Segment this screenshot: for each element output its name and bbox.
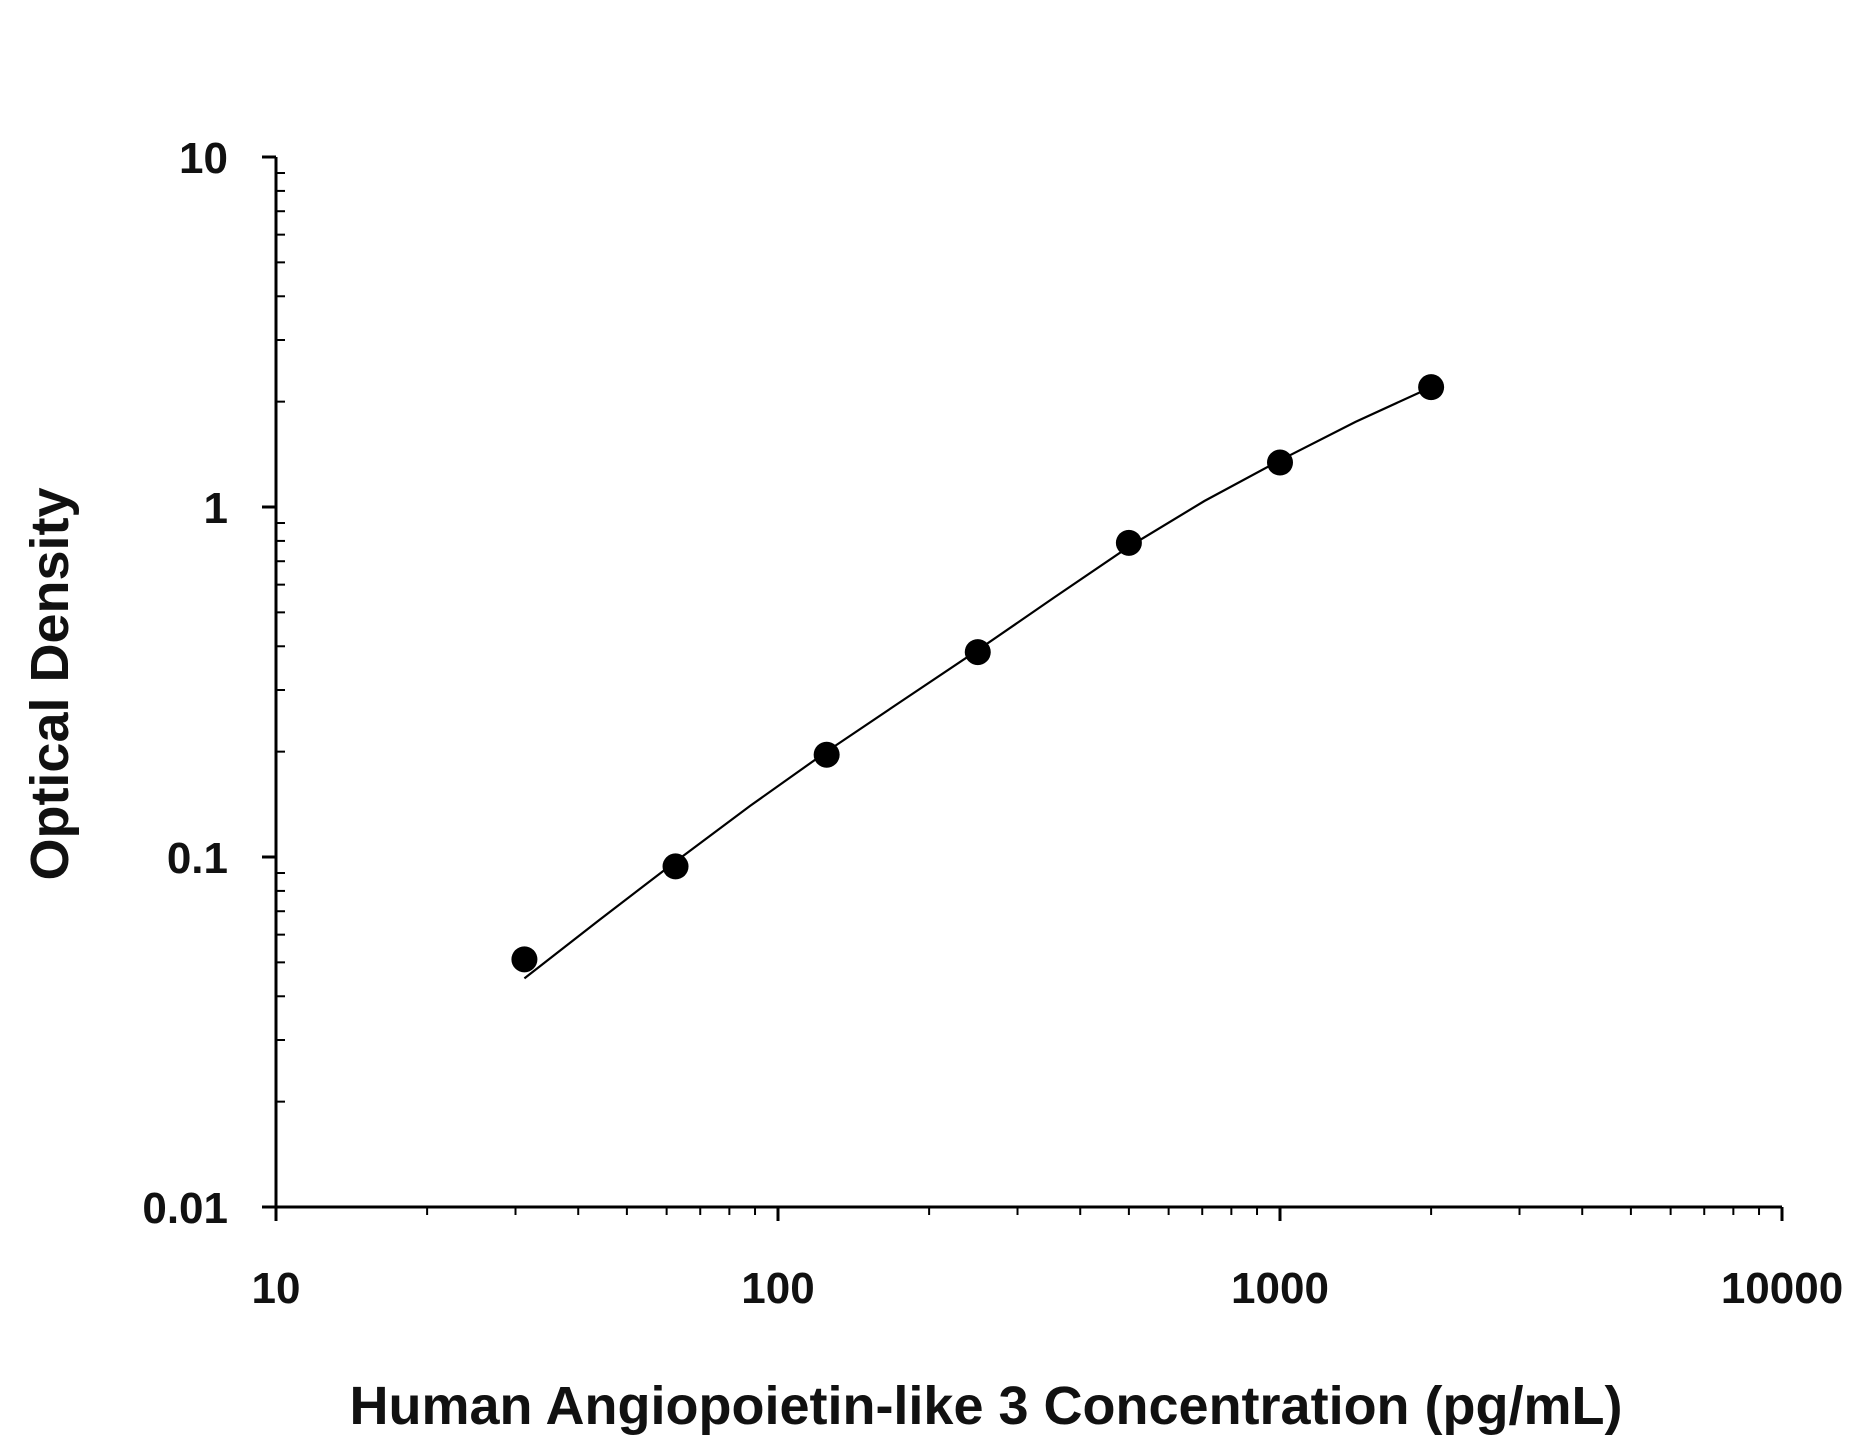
y-tick-label: 10 — [179, 134, 228, 183]
data-point — [1267, 449, 1293, 476]
data-point — [1115, 529, 1142, 556]
y-tick-label: 1 — [204, 484, 228, 533]
y-tick-labels: 0.01 0.1 1 10 — [142, 134, 228, 1233]
data-point — [813, 741, 840, 768]
x-tick-label: 100 — [741, 1264, 814, 1313]
data-point — [1418, 374, 1445, 401]
y-axis-title: Optical Density — [20, 487, 80, 880]
x-tick-label: 10000 — [1721, 1264, 1843, 1313]
fit-curve — [523, 386, 1432, 980]
data-point — [964, 639, 991, 666]
x-tick-label: 1000 — [1231, 1264, 1329, 1313]
x-tick-label: 10 — [252, 1264, 301, 1313]
x-tick-labels: 10 100 1000 10000 — [252, 1264, 1844, 1313]
y-tick-label: 0.1 — [167, 834, 228, 883]
data-points — [511, 374, 1445, 973]
data-point — [662, 853, 689, 880]
x-axis-title: Human Angiopoietin-like 3 Concentration … — [350, 1376, 1623, 1436]
axes — [262, 155, 1784, 1221]
y-tick-label: 0.01 — [142, 1184, 228, 1233]
fit-curve-line — [523, 386, 1432, 980]
data-point — [511, 946, 538, 973]
